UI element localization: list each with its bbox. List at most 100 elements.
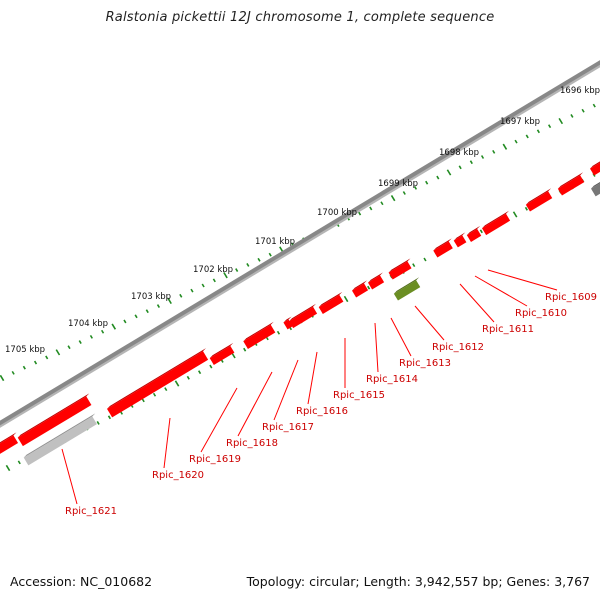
outer-ruler-tick bbox=[22, 365, 26, 370]
outer-ruler-tick bbox=[45, 355, 49, 360]
inner-ruler-tick bbox=[423, 257, 427, 262]
gene-block bbox=[590, 161, 600, 176]
outer-ruler-tick bbox=[123, 319, 127, 324]
outer-ruler-tick bbox=[167, 297, 172, 305]
outer-ruler-tick bbox=[0, 374, 5, 382]
leader-line bbox=[163, 417, 171, 469]
leader-line bbox=[390, 317, 412, 357]
gene-block-rpic-1614 bbox=[388, 258, 412, 280]
inner-ruler-tick bbox=[243, 347, 247, 352]
map-title: Ralstonia pickettii 12J chromosome 1, co… bbox=[105, 10, 495, 25]
gene-block-rpic-1621 bbox=[23, 413, 97, 466]
ruler-label: 1698 kbp bbox=[439, 148, 479, 158]
outer-ruler-tick bbox=[492, 149, 496, 154]
accession-text: Accession: NC_010682 bbox=[10, 574, 153, 589]
gene-block bbox=[0, 432, 19, 454]
gene-label[interactable]: Rpic_1610 bbox=[515, 308, 567, 319]
outer-ruler-tick bbox=[358, 211, 362, 216]
leader-line bbox=[237, 371, 273, 437]
leader-line bbox=[374, 322, 379, 373]
inner-ruler-tick bbox=[186, 375, 190, 380]
leader-line bbox=[459, 283, 495, 323]
outer-ruler-tick bbox=[558, 117, 564, 125]
leader-line bbox=[200, 387, 238, 453]
inner-ruler-tick bbox=[96, 421, 100, 425]
inner-ruler-tick bbox=[524, 206, 528, 211]
gene-labels: Rpic_1609 Rpic_1610 Rpic_1611 Rpic_1612 Rpic… bbox=[65, 292, 597, 517]
gene-label[interactable]: Rpic_1619 bbox=[189, 454, 241, 465]
inner-ruler-tick bbox=[164, 387, 168, 392]
inner-ruler-tick bbox=[479, 229, 483, 234]
gene-label[interactable]: Rpic_1613 bbox=[399, 358, 451, 369]
inner-ruler-tick bbox=[197, 370, 202, 375]
gene-block-rpic-1615 bbox=[368, 272, 385, 290]
outer-ruler-tick bbox=[145, 309, 149, 314]
outer-ruler-tick bbox=[525, 134, 529, 139]
topology-text: Topology: circular; Length: 3,942,557 bp… bbox=[246, 574, 590, 589]
gene-block-rpic-1609 bbox=[482, 210, 511, 236]
ruler-label: 1705 kbp bbox=[5, 345, 45, 355]
outer-ruler-tick bbox=[156, 304, 161, 308]
gene-label[interactable]: Rpic_1611 bbox=[482, 324, 534, 335]
gene-label[interactable]: Rpic_1621 bbox=[65, 506, 117, 517]
gene-label[interactable]: Rpic_1612 bbox=[432, 342, 484, 353]
gene-block-rpic-1616 bbox=[352, 280, 369, 298]
outer-ruler-tick bbox=[212, 278, 216, 283]
outer-ruler-tick bbox=[246, 263, 250, 267]
outer-ruler-tick bbox=[179, 293, 183, 298]
outer-ruler-tick bbox=[33, 360, 38, 365]
outer-ruler-tick bbox=[458, 165, 462, 170]
inner-ruler-tick bbox=[276, 330, 281, 335]
outer-ruler-tick bbox=[547, 124, 552, 129]
gene-block bbox=[557, 172, 585, 196]
gene-label[interactable]: Rpic_1614 bbox=[366, 374, 418, 385]
outer-ruler-tick bbox=[425, 180, 429, 185]
ruler-label: 1701 kbp bbox=[255, 237, 295, 247]
gene-block-rpic-1613 bbox=[393, 277, 421, 301]
inner-ruler-tick bbox=[152, 392, 157, 397]
leader-lines bbox=[61, 269, 558, 505]
outer-ruler-tick bbox=[55, 349, 61, 356]
outer-ruler-tick bbox=[570, 113, 574, 118]
outer-ruler-tick bbox=[446, 169, 452, 176]
ruler-label: 1704 kbp bbox=[68, 319, 108, 329]
leader-line bbox=[414, 305, 445, 341]
ruler-labels: 1696 kbp 1697 kbp 1698 kbp 1699 kbp 1700 kbp… bbox=[5, 86, 600, 355]
gene-label[interactable]: Rpic_1617 bbox=[262, 422, 314, 433]
outer-ruler-tick bbox=[78, 340, 82, 344]
outer-ruler-tick bbox=[436, 175, 440, 180]
leader-line bbox=[61, 448, 78, 505]
inner-ruler-tick bbox=[412, 263, 416, 268]
inner-ruler-tick bbox=[17, 460, 21, 465]
gene-block bbox=[17, 393, 92, 447]
ruler-label: 1696 kbp bbox=[560, 86, 600, 96]
gene-track bbox=[0, 161, 600, 466]
leader-line bbox=[307, 351, 318, 405]
leader-line bbox=[487, 269, 558, 291]
outer-ruler-tick bbox=[100, 329, 105, 334]
outer-ruler-tick bbox=[268, 252, 272, 257]
gene-block-dark bbox=[591, 182, 600, 197]
ruler-label: 1700 kbp bbox=[317, 208, 357, 218]
outer-ruler bbox=[0, 103, 596, 382]
gene-block-rpic-1612 bbox=[433, 238, 453, 258]
gene-label[interactable]: Rpic_1616 bbox=[296, 406, 348, 417]
outer-ruler-tick bbox=[502, 143, 508, 150]
outer-ruler-tick bbox=[536, 129, 540, 134]
outer-ruler-tick bbox=[469, 160, 473, 165]
gene-label[interactable]: Rpic_1609 bbox=[545, 292, 597, 303]
outer-ruler-tick bbox=[369, 206, 373, 211]
gene-label[interactable]: Rpic_1620 bbox=[152, 470, 204, 481]
inner-ruler-tick bbox=[107, 415, 112, 420]
outer-ruler-tick bbox=[111, 323, 117, 330]
outer-ruler-tick bbox=[592, 103, 596, 108]
leader-line bbox=[474, 275, 528, 307]
gene-block bbox=[209, 342, 235, 366]
ruler-label: 1697 kbp bbox=[500, 117, 540, 127]
inner-ruler-tick bbox=[174, 380, 180, 387]
outer-ruler-tick bbox=[402, 191, 406, 195]
gene-label[interactable]: Rpic_1615 bbox=[333, 390, 385, 401]
inner-ruler-tick bbox=[512, 211, 518, 218]
gene-label[interactable]: Rpic_1618 bbox=[226, 438, 278, 449]
